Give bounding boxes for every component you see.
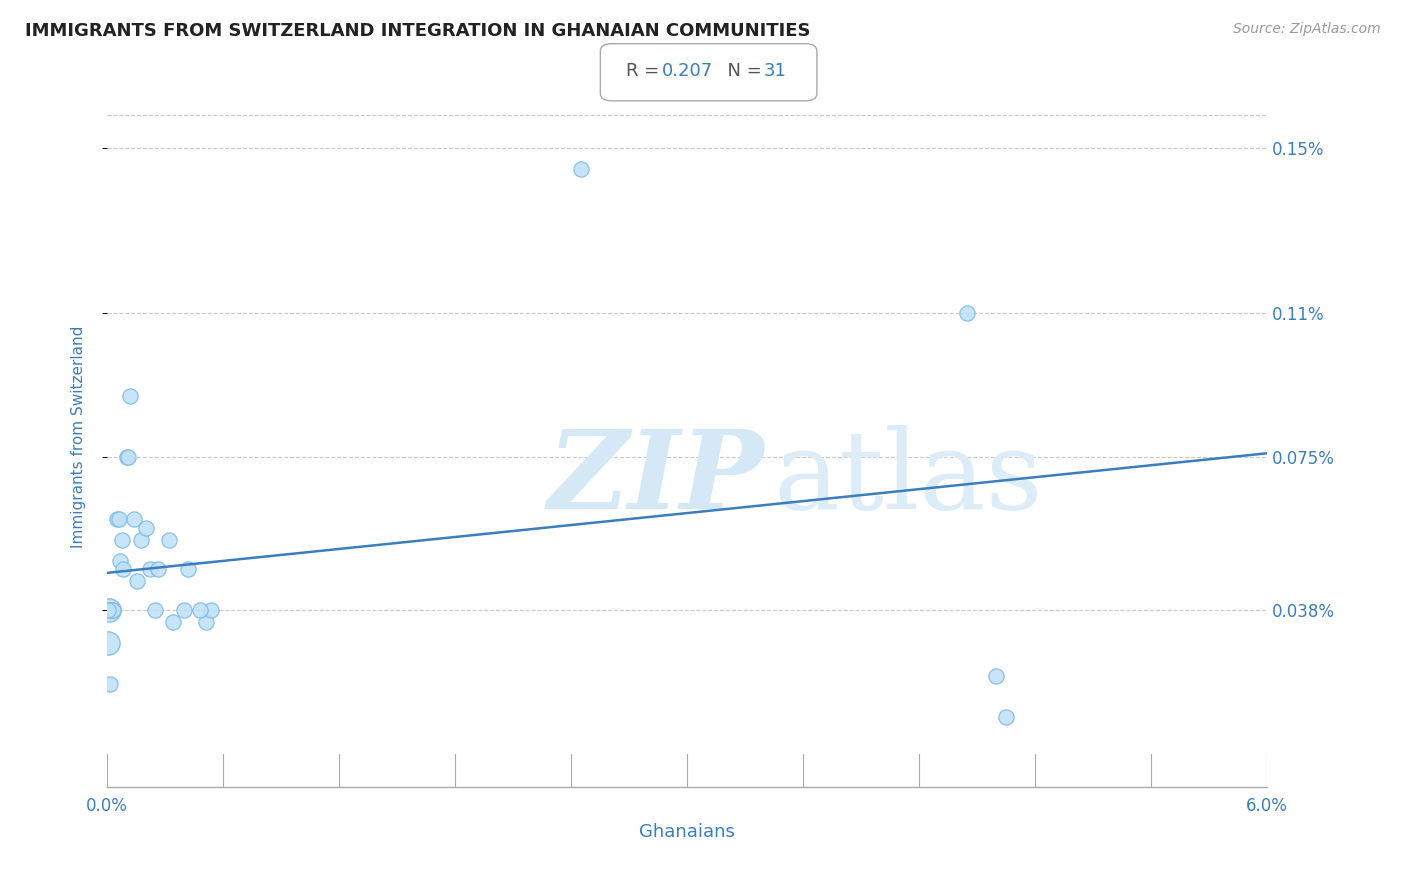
Point — [122, 512, 145, 526]
Point — [994, 710, 1017, 724]
Text: Source: ZipAtlas.com: Source: ZipAtlas.com — [1233, 22, 1381, 37]
Point — [145, 603, 167, 617]
Point — [98, 603, 121, 617]
Point — [129, 533, 152, 547]
Text: 0.207: 0.207 — [662, 62, 713, 80]
Point — [97, 603, 120, 617]
Point — [188, 603, 211, 617]
Point — [111, 562, 134, 576]
Text: N =: N = — [716, 62, 768, 80]
Text: ZIP: ZIP — [548, 425, 765, 533]
Text: atlas: atlas — [773, 425, 1043, 533]
Point — [200, 603, 222, 617]
Point — [97, 636, 120, 650]
Point — [162, 615, 184, 630]
Point — [105, 512, 128, 526]
Point — [138, 562, 160, 576]
Point — [98, 603, 121, 617]
Point — [120, 388, 142, 402]
Point — [157, 533, 180, 547]
Point — [569, 161, 592, 176]
Point — [110, 533, 132, 547]
Y-axis label: Immigrants from Switzerland: Immigrants from Switzerland — [72, 326, 86, 548]
Point — [98, 677, 121, 691]
Point — [986, 669, 1008, 683]
Point — [194, 615, 217, 630]
X-axis label: Ghanaians: Ghanaians — [640, 823, 735, 841]
Text: R =: R = — [626, 62, 665, 80]
Point — [108, 553, 131, 567]
Point — [148, 562, 170, 576]
Text: IMMIGRANTS FROM SWITZERLAND INTEGRATION IN GHANAIAN COMMUNITIES: IMMIGRANTS FROM SWITZERLAND INTEGRATION … — [25, 22, 811, 40]
Point — [956, 306, 979, 320]
Text: 31: 31 — [763, 62, 786, 80]
Point — [117, 450, 139, 465]
Point — [117, 450, 139, 465]
Point — [173, 603, 195, 617]
Point — [101, 603, 124, 617]
Point — [101, 603, 124, 617]
Point — [177, 562, 200, 576]
Point — [135, 520, 157, 534]
Point — [107, 512, 129, 526]
Point — [125, 574, 148, 588]
